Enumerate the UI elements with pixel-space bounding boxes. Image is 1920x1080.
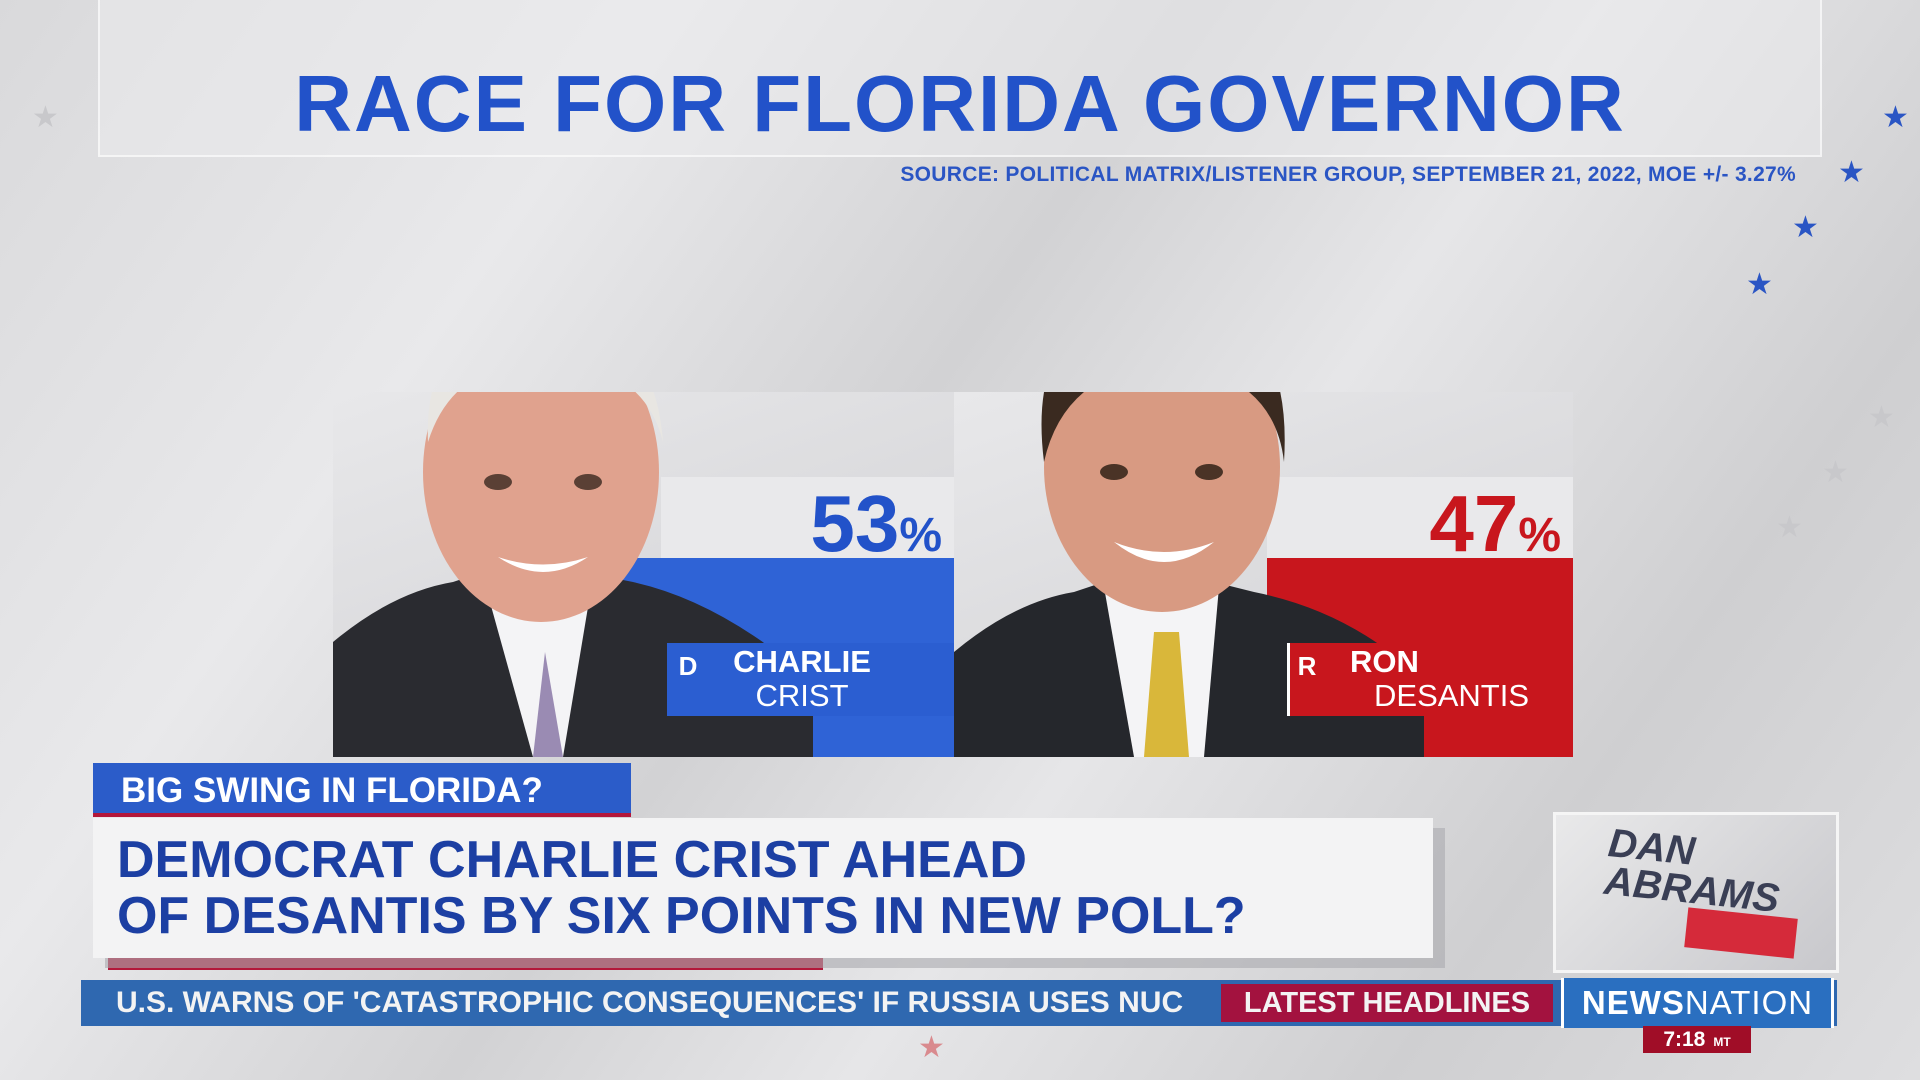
show-logo: DAN ABRAMS: [1553, 812, 1839, 973]
candidate-panel-crist: 53% D CHARLIE CRIST: [333, 392, 954, 757]
desantis-name-box: R RON DESANTIS: [1287, 643, 1573, 716]
lower-third-tag: BIG SWING IN FLORIDA?: [93, 763, 631, 817]
desantis-percent: 47%: [1429, 479, 1561, 568]
crist-name: CHARLIE CRIST: [733, 644, 871, 713]
star-icon: ★: [1882, 101, 1909, 134]
star-icon: ★: [1822, 456, 1849, 489]
network-logo: NEWSNATION: [1561, 978, 1834, 1028]
latest-headlines-label: LATEST HEADLINES: [1221, 984, 1553, 1022]
lower-third-headline: DEMOCRAT CHARLIE CRIST AHEAD OF DESANTIS…: [93, 818, 1433, 958]
candidate-panel-desantis: 47% R RON DESANTIS: [954, 392, 1573, 757]
star-icon: ★: [32, 101, 59, 134]
star-icon: ★: [1792, 211, 1819, 244]
star-icon: ★: [1746, 268, 1773, 301]
crist-name-box: D CHARLIE CRIST: [667, 643, 954, 716]
party-badge: D: [678, 651, 698, 681]
crist-percent: 53%: [810, 479, 942, 568]
ticker-text: U.S. WARNS OF 'CATASTROPHIC CONSEQUENCES…: [116, 986, 1184, 1019]
star-icon: ★: [1776, 511, 1803, 544]
star-icon: ★: [1838, 156, 1865, 189]
title-frame: [98, 0, 1822, 157]
desantis-name: RON DESANTIS: [1350, 644, 1530, 713]
party-badge: R: [1297, 651, 1317, 681]
star-icon: ★: [918, 1031, 945, 1064]
clock: 7:18 MT: [1643, 1026, 1751, 1053]
poll-source: SOURCE: POLITICAL MATRIX/LISTENER GROUP,…: [900, 163, 1796, 186]
headline-accent-bar: [108, 958, 823, 970]
star-icon: ★: [1868, 401, 1895, 434]
graphic-title: RACE FOR FLORIDA GOVERNOR: [294, 59, 1626, 148]
